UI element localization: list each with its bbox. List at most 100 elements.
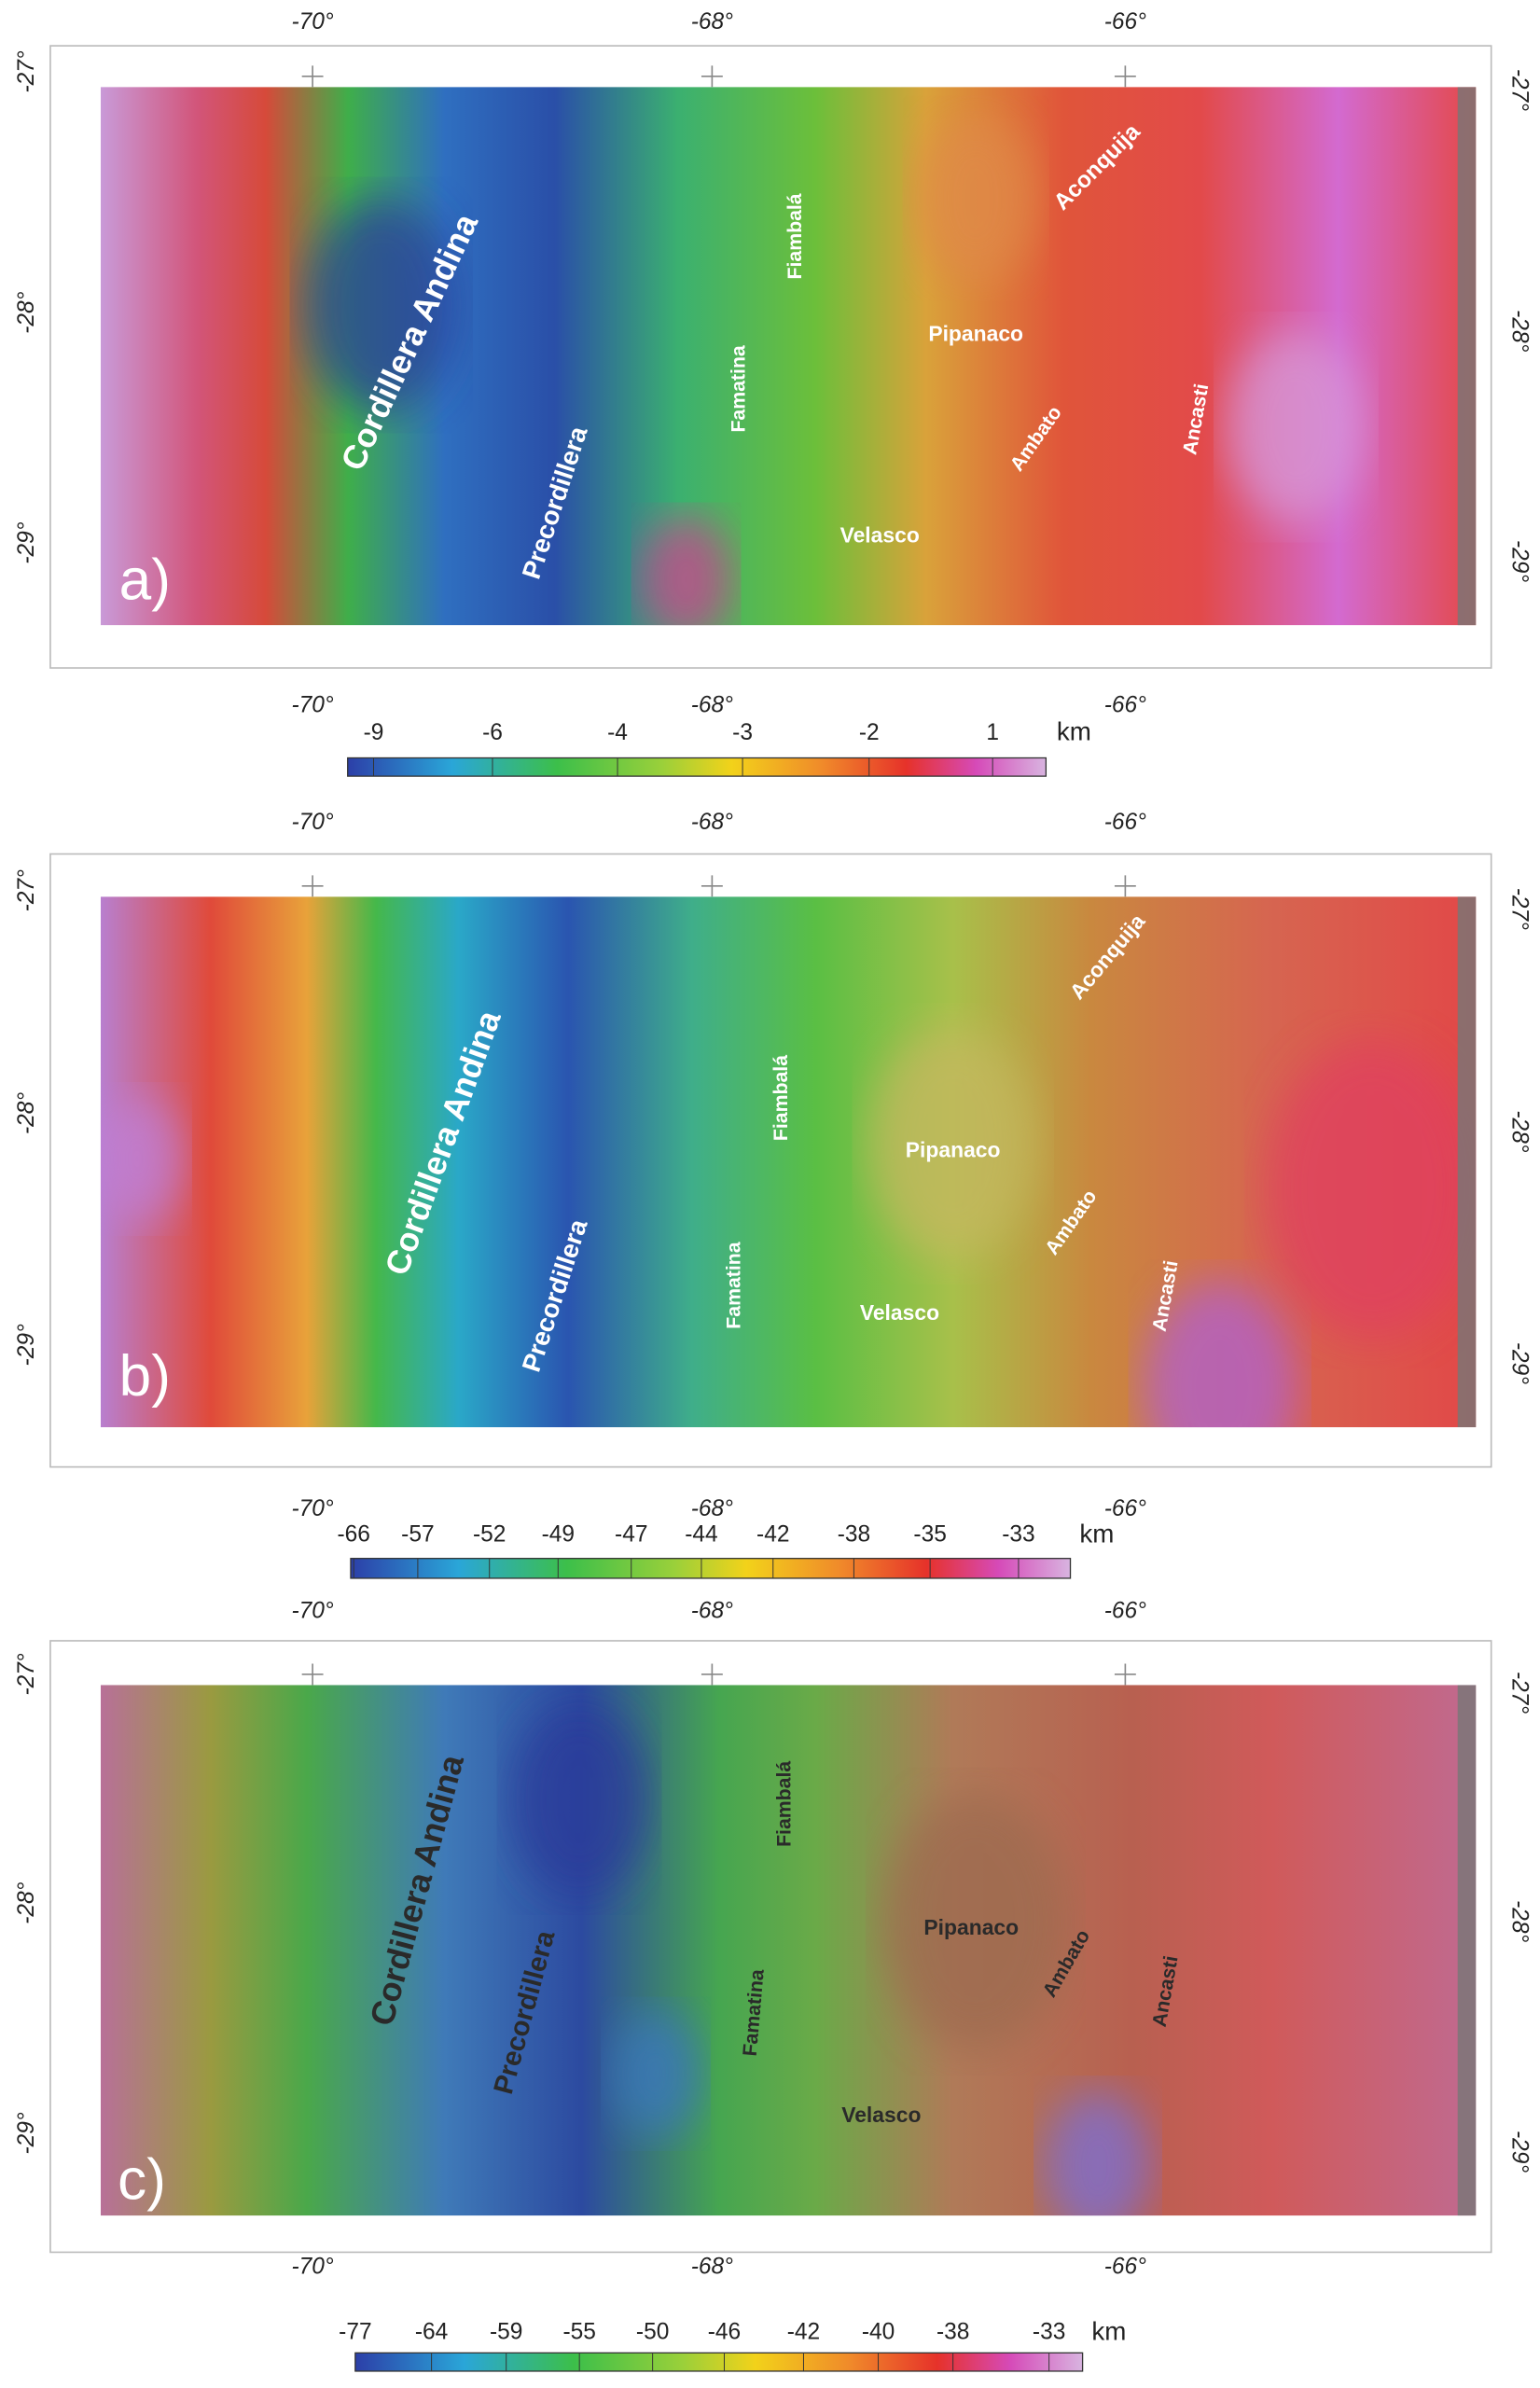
colorbar-tick-label: -33	[1002, 1522, 1034, 1548]
color-anomaly	[304, 198, 458, 412]
colorbar-unit: km	[1079, 1520, 1114, 1548]
graticule-cross	[1114, 875, 1136, 897]
color-anomaly	[884, 1793, 1068, 2050]
colorbar-tick-label: -38	[936, 2320, 969, 2345]
colorbar-tick-label: -9	[364, 720, 384, 745]
graticule-cross	[301, 65, 324, 88]
longitude-label: -66°	[1104, 1496, 1146, 1521]
longitude-label: -68°	[691, 2254, 733, 2279]
longitude-label: -70°	[291, 810, 333, 835]
map-edge	[1457, 87, 1477, 626]
color-anomaly	[1227, 330, 1366, 523]
colorbar-tick-label: -6	[482, 720, 503, 745]
latitude-label: -29°	[1507, 2131, 1533, 2173]
panel-label: c)	[118, 2147, 166, 2212]
colorbar-tick-label: -33	[1033, 2320, 1065, 2345]
colorbar-tick-label: -3	[732, 720, 753, 745]
latitude-label: -28°	[14, 1092, 39, 1134]
colorbar-unit: km	[1091, 2316, 1126, 2345]
color-anomaly	[1265, 1039, 1477, 1340]
place-label: Fiambalá	[784, 193, 806, 279]
graticule-cross	[701, 65, 723, 88]
colorbar-tick-label: -4	[607, 720, 628, 745]
map-area	[100, 1685, 1477, 2216]
latitude-label: -27°	[14, 869, 39, 911]
latitude-label: -27°	[14, 1653, 39, 1695]
longitude-label: -68°	[691, 692, 733, 717]
map-edge	[1457, 896, 1477, 1428]
longitude-label: -66°	[1104, 1598, 1146, 1623]
map-panel: Cordillera AndinaPrecordilleraFamatinaFi…	[14, 9, 1533, 777]
map-edge	[1457, 1685, 1477, 2216]
color-anomaly	[640, 515, 732, 626]
colorbar-tick-label: -49	[542, 1522, 575, 1548]
longitude-label: -68°	[691, 810, 733, 835]
place-label: Velasco	[840, 523, 920, 548]
place-label: Famatina	[727, 345, 749, 432]
color-anomaly	[1044, 2090, 1152, 2216]
color-anomaly	[510, 1702, 648, 1895]
colorbar-tick-label: -59	[490, 2320, 522, 2345]
longitude-label: -66°	[1104, 9, 1146, 35]
longitude-label: -68°	[691, 1598, 733, 1623]
place-label: Velasco	[841, 2103, 921, 2127]
colorbar-tick-label: -2	[859, 720, 880, 745]
latitude-label: -29°	[1507, 540, 1533, 582]
colorbar-tick-label: -47	[615, 1522, 647, 1548]
colorbar-tick-label: -50	[636, 2320, 669, 2345]
latitude-label: -28°	[1507, 1900, 1533, 1942]
longitude-label: -70°	[291, 692, 333, 717]
panel-label: b)	[119, 1344, 171, 1409]
color-anomaly	[1144, 1281, 1297, 1428]
longitude-label: -66°	[1104, 2254, 1146, 2279]
longitude-label: -66°	[1104, 810, 1146, 835]
colorbar-tick-label: -77	[339, 2320, 371, 2345]
colorbar-tick-label: -40	[862, 2320, 895, 2345]
place-label: Velasco	[860, 1300, 939, 1325]
graticule-cross	[1114, 1663, 1136, 1686]
colorbar-tick-label: -57	[401, 1522, 434, 1548]
relief-map	[100, 1685, 1477, 2216]
place-label: Pipanaco	[923, 1915, 1019, 1939]
latitude-label: -28°	[14, 1881, 39, 1923]
map-area	[100, 896, 1477, 1428]
color-anomaly	[914, 113, 1037, 285]
color-anomaly	[100, 1094, 184, 1224]
color-anomaly	[868, 1026, 1037, 1261]
place-label: Pipanaco	[928, 322, 1023, 346]
longitude-label: -66°	[1104, 692, 1146, 717]
longitude-label: -70°	[291, 1496, 333, 1521]
graticule-cross	[701, 1663, 723, 1686]
latitude-label: -29°	[14, 521, 39, 563]
latitude-label: -28°	[1507, 1110, 1533, 1152]
colorbar	[354, 2352, 1084, 2372]
latitude-label: -29°	[1507, 1342, 1533, 1384]
colorbar-tick-label: -55	[562, 2320, 595, 2345]
place-label: Fiambalá	[772, 1761, 795, 1847]
colorbar-tick-label: -44	[685, 1522, 717, 1548]
latitude-label: -28°	[1507, 310, 1533, 352]
colorbar-unit: km	[1057, 717, 1091, 746]
color-anomaly	[609, 2009, 701, 2138]
latitude-label: -28°	[14, 291, 39, 333]
longitude-label: -70°	[291, 2254, 333, 2279]
latitude-label: -27°	[14, 50, 39, 92]
colorbar-tick-label: -35	[913, 1522, 946, 1548]
colorbar-tick-label: 1	[986, 720, 999, 745]
map-area	[100, 87, 1477, 626]
latitude-label: -27°	[1507, 69, 1533, 111]
longitude-label: -68°	[691, 9, 733, 35]
latitude-label: -27°	[1507, 888, 1533, 930]
colorbar-tick-label: -64	[415, 2320, 448, 2345]
place-label: Fiambalá	[770, 1055, 792, 1141]
graticule-cross	[701, 875, 723, 897]
colorbar	[350, 1558, 1072, 1579]
colorbar-tick-label: -42	[756, 1522, 789, 1548]
longitude-label: -70°	[291, 9, 333, 35]
colorbar-tick-label: -42	[787, 2320, 820, 2345]
latitude-label: -29°	[14, 1324, 39, 1366]
longitude-label: -70°	[291, 1598, 333, 1623]
